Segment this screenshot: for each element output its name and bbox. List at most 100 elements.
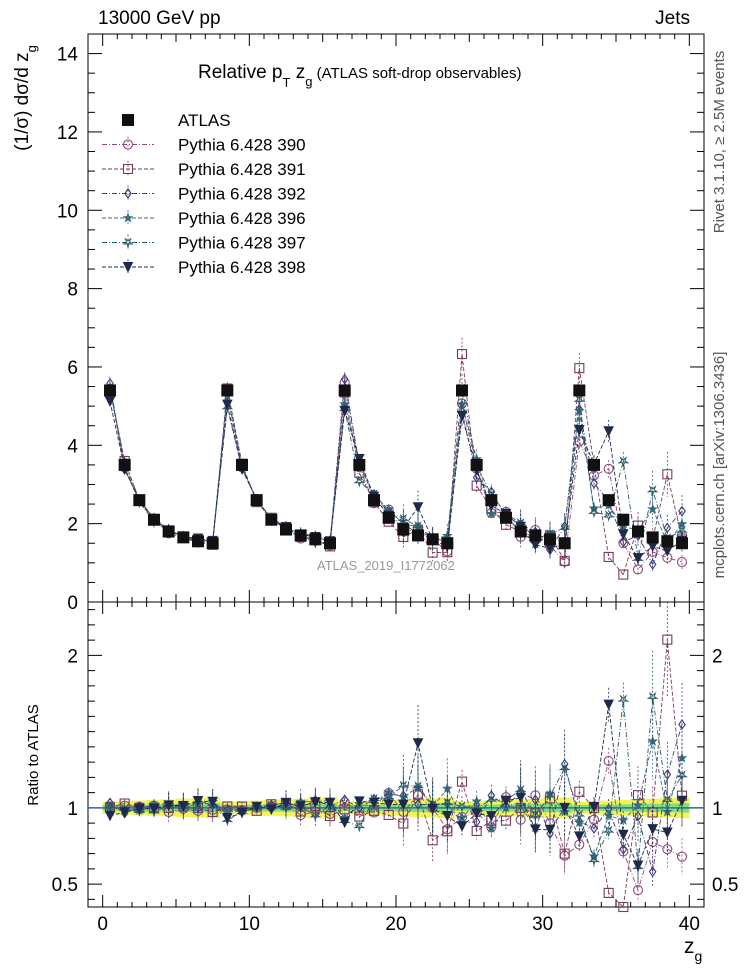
- atlas-data-series: [104, 384, 688, 550]
- legend-entry: Pythia 6.428 396: [102, 209, 306, 228]
- series-line-upper: [109, 353, 683, 576]
- series-point-ratio: [411, 781, 425, 793]
- series-point-ratio: [544, 824, 556, 836]
- atlas-data-point: [353, 458, 366, 471]
- series-point-ratio: [251, 801, 262, 813]
- series-point-upper: [412, 502, 424, 513]
- series-point-ratio: [529, 809, 542, 822]
- atlas-data-point: [500, 511, 512, 524]
- series-point-ratio: [632, 799, 644, 810]
- atlas-data-point: [441, 537, 454, 550]
- series-point-ratio: [456, 776, 468, 787]
- series-point-upper: [646, 485, 659, 497]
- atlas-data-point: [104, 384, 116, 397]
- series-point-ratio: [104, 810, 116, 822]
- rivet-version-label: Rivet 3.1.10, ≥ 2.5M events: [711, 51, 728, 234]
- upper-y-axis-label: (1/σ) dσ/d zg: [12, 45, 39, 151]
- atlas-data-point: [309, 533, 322, 546]
- series-point-ratio: [280, 797, 292, 809]
- series-point-upper: [662, 469, 673, 480]
- series-line-upper: [109, 388, 683, 559]
- x-tick-label: 30: [532, 914, 553, 935]
- series-point-upper: [647, 503, 658, 514]
- series-line-ratio: [109, 741, 683, 858]
- atlas-data-point: [280, 523, 292, 536]
- series-point-ratio: [441, 797, 454, 810]
- series-point-ratio: [486, 822, 497, 833]
- y-tick-label-upper: 4: [67, 436, 78, 457]
- series-point-upper: [574, 405, 585, 416]
- series-point-ratio: [119, 807, 130, 818]
- y-tick-label-lower-left: 0.5: [52, 875, 78, 896]
- atlas-data-point: [148, 513, 160, 526]
- series-point-upper: [619, 536, 628, 548]
- series-point-ratio: [603, 699, 614, 711]
- atlas-data-point: [588, 458, 600, 471]
- series-point-ratio: [412, 738, 424, 749]
- atlas-data-point: [558, 537, 571, 550]
- series-line-upper: [109, 388, 683, 546]
- atlas-data-point: [133, 494, 146, 507]
- series-point-ratio: [618, 901, 629, 913]
- legend-marker: [122, 139, 134, 150]
- legend-entry: Pythia 6.428 390: [102, 136, 306, 155]
- series-point-ratio: [647, 824, 658, 835]
- series-point-ratio: [134, 804, 145, 815]
- series-point-ratio: [472, 816, 481, 828]
- series-point-ratio: [618, 829, 629, 841]
- series-point-upper: [603, 426, 614, 437]
- y-tick-label-upper: 0: [67, 593, 78, 614]
- atlas-data-point: [485, 494, 498, 507]
- atlas-data-point: [162, 525, 175, 538]
- series-point-ratio: [207, 796, 218, 808]
- legend-entry: ATLAS: [122, 111, 231, 130]
- series-point-ratio: [192, 795, 204, 807]
- series-point-ratio: [266, 804, 277, 815]
- series-point-ratio: [382, 792, 395, 804]
- series-point-upper: [558, 522, 571, 535]
- series-point-ratio: [383, 809, 394, 821]
- atlas-data-point: [221, 384, 234, 397]
- legend-marker: [122, 212, 134, 223]
- atlas-data-point: [265, 513, 278, 526]
- series-point-ratio: [500, 815, 512, 826]
- series-point-ratio: [442, 811, 453, 822]
- atlas-data-point: [192, 535, 204, 548]
- series-point-upper: [602, 510, 615, 522]
- series-point-ratio: [560, 758, 569, 770]
- series-point-ratio: [456, 812, 468, 823]
- atlas-data-point: [426, 533, 439, 546]
- series-2: [104, 337, 688, 913]
- legend-marker: [121, 237, 135, 249]
- series-point-upper: [675, 525, 689, 538]
- y-tick-label-upper: 12: [57, 123, 78, 144]
- series-point-upper: [573, 394, 586, 407]
- series-point-ratio: [543, 790, 557, 802]
- atlas-data-point: [456, 384, 468, 397]
- legend-label: Pythia 6.428 398: [178, 258, 306, 277]
- y-tick-label-lower-right: 1: [712, 799, 723, 820]
- atlas-data-point: [324, 537, 336, 550]
- series-point-upper: [590, 477, 598, 489]
- series-point-upper: [456, 410, 468, 422]
- series-point-ratio: [427, 803, 438, 815]
- series-point-ratio: [676, 795, 688, 807]
- series-point-ratio: [559, 802, 570, 814]
- series-point-upper: [648, 558, 657, 570]
- atlas-data-point: [529, 529, 542, 542]
- series-1: [104, 376, 688, 903]
- atlas-data-point: [177, 531, 190, 544]
- legend-label: Pythia 6.428 390: [178, 136, 306, 155]
- series-point-ratio: [574, 786, 585, 797]
- series-point-ratio: [574, 831, 585, 843]
- series-point-upper: [340, 373, 349, 385]
- series-point-upper: [574, 425, 585, 436]
- atlas-data-point: [338, 384, 351, 397]
- atlas-data-point: [632, 525, 644, 538]
- legend-label: Pythia 6.428 391: [178, 160, 306, 179]
- y-tick-label-lower-right: 2: [712, 646, 723, 667]
- series-point-upper: [353, 476, 366, 488]
- atlas-data-point: [412, 529, 424, 542]
- series-point-ratio: [471, 808, 482, 820]
